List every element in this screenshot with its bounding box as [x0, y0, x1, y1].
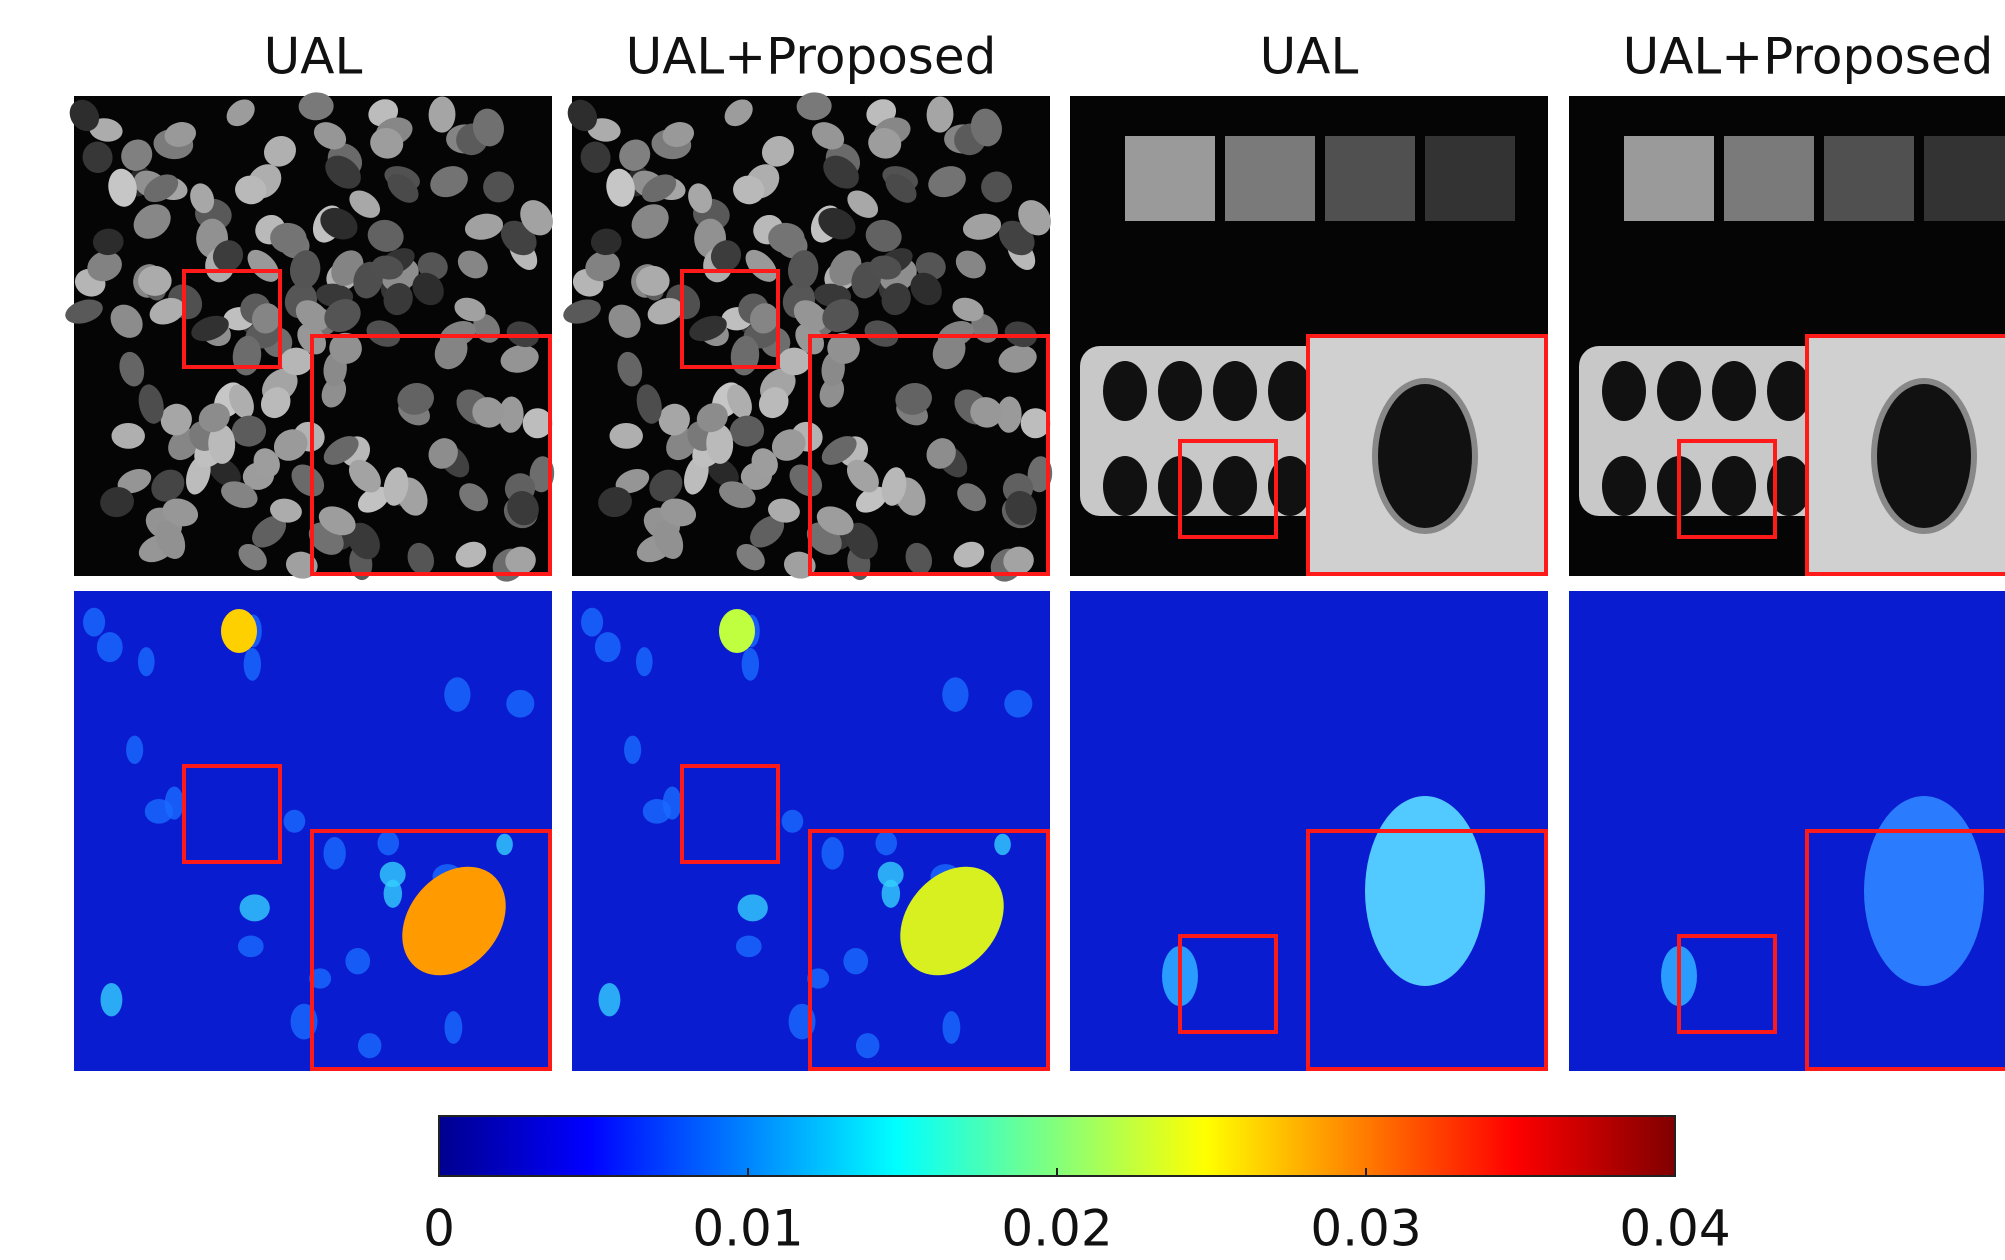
color-patch	[1225, 136, 1315, 221]
error-blob	[240, 894, 270, 921]
error-blob	[244, 648, 261, 681]
color-patch	[1924, 136, 2005, 221]
error-blob	[138, 647, 155, 676]
error-blob	[1004, 690, 1032, 718]
error-well-zoom	[1365, 796, 1485, 986]
error-blob	[377, 831, 399, 855]
error-blob	[856, 1033, 880, 1058]
error-blob	[994, 834, 1011, 855]
bean	[636, 266, 670, 296]
error-blob	[496, 834, 513, 855]
well	[1602, 361, 1646, 421]
zoom-well	[1874, 381, 1974, 531]
colorbar-tick-label: 0.01	[692, 1200, 803, 1258]
well	[1657, 361, 1701, 421]
color-patch	[1125, 136, 1215, 221]
error-hotspot	[719, 609, 755, 653]
colorbar-tick-label: 0	[423, 1200, 455, 1258]
well	[1103, 456, 1147, 516]
well	[1103, 361, 1147, 421]
error-blob	[821, 837, 843, 870]
error-blob	[624, 736, 641, 764]
error-blob	[358, 1033, 382, 1058]
error-blob	[345, 948, 370, 974]
error-blob	[595, 632, 621, 662]
color-patch	[1724, 136, 1814, 221]
error-blob	[742, 648, 759, 681]
error-blob	[636, 647, 653, 676]
colorbar-tick-label: 0.04	[1619, 1200, 1730, 1258]
well	[1268, 361, 1312, 421]
column-title: UAL	[1260, 28, 1359, 86]
error-blob	[238, 936, 264, 958]
colorbar-tick-label: 0.02	[1001, 1200, 1112, 1258]
error-blob	[145, 799, 173, 824]
error-blob	[875, 831, 897, 855]
color-patch	[1425, 136, 1515, 221]
color-patch	[1325, 136, 1415, 221]
color-patch	[1824, 136, 1914, 221]
error-blob	[599, 983, 621, 1016]
error-blob	[445, 1011, 463, 1044]
error-blob	[126, 736, 143, 764]
error-blob	[843, 948, 868, 974]
colorbar-tick-label: 0.03	[1310, 1200, 1421, 1258]
bean	[138, 266, 172, 296]
error-blob	[97, 632, 123, 662]
error-hotspot	[221, 609, 257, 653]
error-well-zoom	[1864, 796, 1984, 986]
error-blob	[736, 936, 762, 958]
colorbar	[439, 1116, 1675, 1176]
error-blob	[444, 677, 470, 712]
error-blob	[738, 894, 768, 921]
error-blob	[882, 880, 900, 908]
color-patch	[1624, 136, 1714, 221]
zoom-well	[1375, 381, 1475, 531]
error-blob	[323, 837, 345, 870]
error-blob	[506, 690, 534, 718]
well	[1712, 456, 1756, 516]
error-blob	[83, 608, 105, 637]
column-title: UAL	[264, 28, 363, 86]
error-blob	[101, 983, 123, 1016]
column-title: UAL+Proposed	[1623, 28, 1994, 86]
well	[1158, 361, 1202, 421]
error-blob	[581, 608, 603, 637]
error-blob	[782, 810, 804, 833]
well	[1213, 361, 1257, 421]
error-blob	[643, 799, 671, 824]
well	[1213, 456, 1257, 516]
error-blob	[943, 1011, 961, 1044]
error-blob	[284, 810, 306, 833]
column-title: UAL+Proposed	[626, 28, 997, 86]
well	[1767, 361, 1811, 421]
panels	[62, 92, 2005, 1071]
well	[1602, 456, 1646, 516]
well	[1712, 361, 1756, 421]
error-blob	[384, 880, 402, 908]
error-blob	[942, 677, 968, 712]
figure: UAL UAL+Proposed UAL UAL+Proposed 0 0.01 0.02 0…	[0, 0, 2005, 1260]
